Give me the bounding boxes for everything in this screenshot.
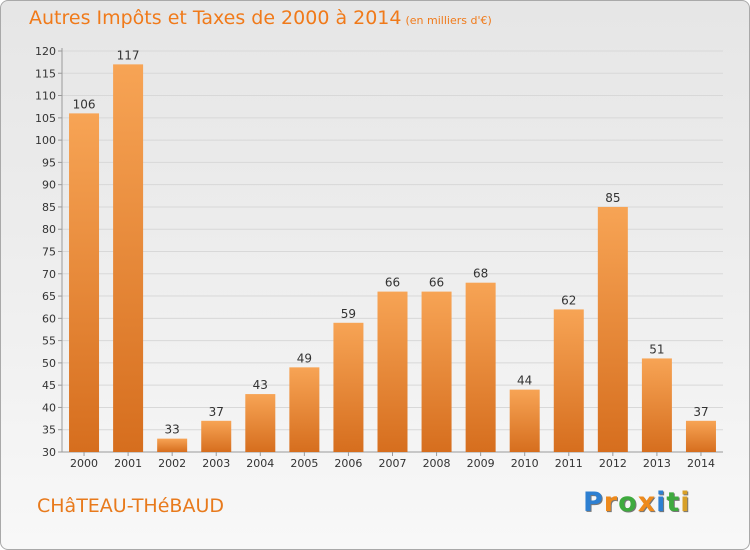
- x-tick-label: 2008: [423, 457, 451, 470]
- x-tick-label: 2013: [643, 457, 671, 470]
- bar: [685, 420, 716, 452]
- bar-value-label: 62: [561, 293, 576, 307]
- bar: [69, 113, 100, 452]
- proxiti-logo: Proxiti: [583, 487, 691, 518]
- chart-title: Autres Impôts et Taxes de 2000 à 2014 (en…: [29, 7, 492, 29]
- bar-value-label: 66: [385, 276, 400, 290]
- y-tick-label: 75: [42, 246, 56, 259]
- bar-value-label: 66: [429, 276, 444, 290]
- x-tick-label: 2009: [467, 457, 495, 470]
- bar: [465, 282, 496, 452]
- bar-value-label: 44: [517, 374, 532, 388]
- logo-letter: i: [680, 487, 691, 518]
- x-tick-label: 2000: [70, 457, 98, 470]
- x-tick-label: 2010: [511, 457, 539, 470]
- bar-value-label: 85: [605, 191, 620, 205]
- y-tick-label: 80: [42, 223, 56, 236]
- bar-value-label: 59: [341, 307, 356, 321]
- y-tick-label: 60: [42, 312, 56, 325]
- y-tick-label: 55: [42, 335, 56, 348]
- bar: [245, 394, 276, 452]
- bar-value-label: 33: [165, 423, 180, 437]
- y-tick-label: 100: [35, 134, 56, 147]
- y-tick-label: 50: [42, 357, 56, 370]
- y-tick-label: 45: [42, 379, 56, 392]
- bar-value-label: 106: [73, 97, 96, 111]
- bar-value-label: 37: [209, 405, 224, 419]
- y-tick-label: 85: [42, 201, 56, 214]
- y-tick-label: 110: [35, 90, 56, 103]
- y-tick-label: 95: [42, 156, 56, 169]
- logo-letter: r: [603, 487, 619, 518]
- bar-value-label: 117: [117, 48, 140, 62]
- bar: [113, 64, 144, 452]
- bar: [421, 291, 452, 452]
- y-tick-label: 120: [35, 45, 56, 58]
- bar: [201, 420, 232, 452]
- y-tick-label: 70: [42, 268, 56, 281]
- title-text: Autres Impôts et Taxes de 2000 à 2014: [29, 7, 402, 29]
- bar-value-label: 51: [649, 342, 664, 356]
- x-tick-label: 2004: [246, 457, 274, 470]
- x-tick-label: 2007: [379, 457, 407, 470]
- bar-value-label: 37: [693, 405, 708, 419]
- bar: [157, 438, 188, 452]
- logo-letter: o: [618, 487, 638, 518]
- title-unit: (en milliers d'€): [405, 14, 492, 27]
- y-tick-label: 40: [42, 401, 56, 414]
- y-tick-label: 35: [42, 424, 56, 437]
- bar: [509, 389, 540, 452]
- bar-value-label: 43: [253, 378, 268, 392]
- y-tick-label: 30: [42, 446, 56, 459]
- x-tick-label: 2005: [290, 457, 318, 470]
- x-tick-label: 2003: [202, 457, 230, 470]
- y-tick-label: 65: [42, 290, 56, 303]
- logo-letter: x: [637, 487, 657, 518]
- x-tick-label: 2014: [687, 457, 715, 470]
- logo-letter: i: [656, 487, 667, 518]
- x-tick-label: 2006: [334, 457, 362, 470]
- bar-value-label: 49: [297, 351, 312, 365]
- bar: [333, 322, 364, 452]
- y-tick-label: 115: [35, 67, 56, 80]
- bar: [377, 291, 408, 452]
- y-tick-label: 105: [35, 112, 56, 125]
- city-name: CHâTEAU-THéBAUD: [37, 495, 224, 517]
- logo-letter: t: [666, 487, 681, 518]
- x-tick-label: 2002: [158, 457, 186, 470]
- bar: [553, 309, 584, 452]
- x-tick-label: 2012: [599, 457, 627, 470]
- bar: [641, 358, 672, 452]
- y-tick-label: 90: [42, 179, 56, 192]
- bar: [289, 367, 320, 452]
- x-tick-label: 2011: [555, 457, 583, 470]
- x-tick-label: 2001: [114, 457, 142, 470]
- logo-letter: P: [583, 487, 604, 518]
- bar-value-label: 68: [473, 267, 488, 281]
- bar: [597, 206, 628, 452]
